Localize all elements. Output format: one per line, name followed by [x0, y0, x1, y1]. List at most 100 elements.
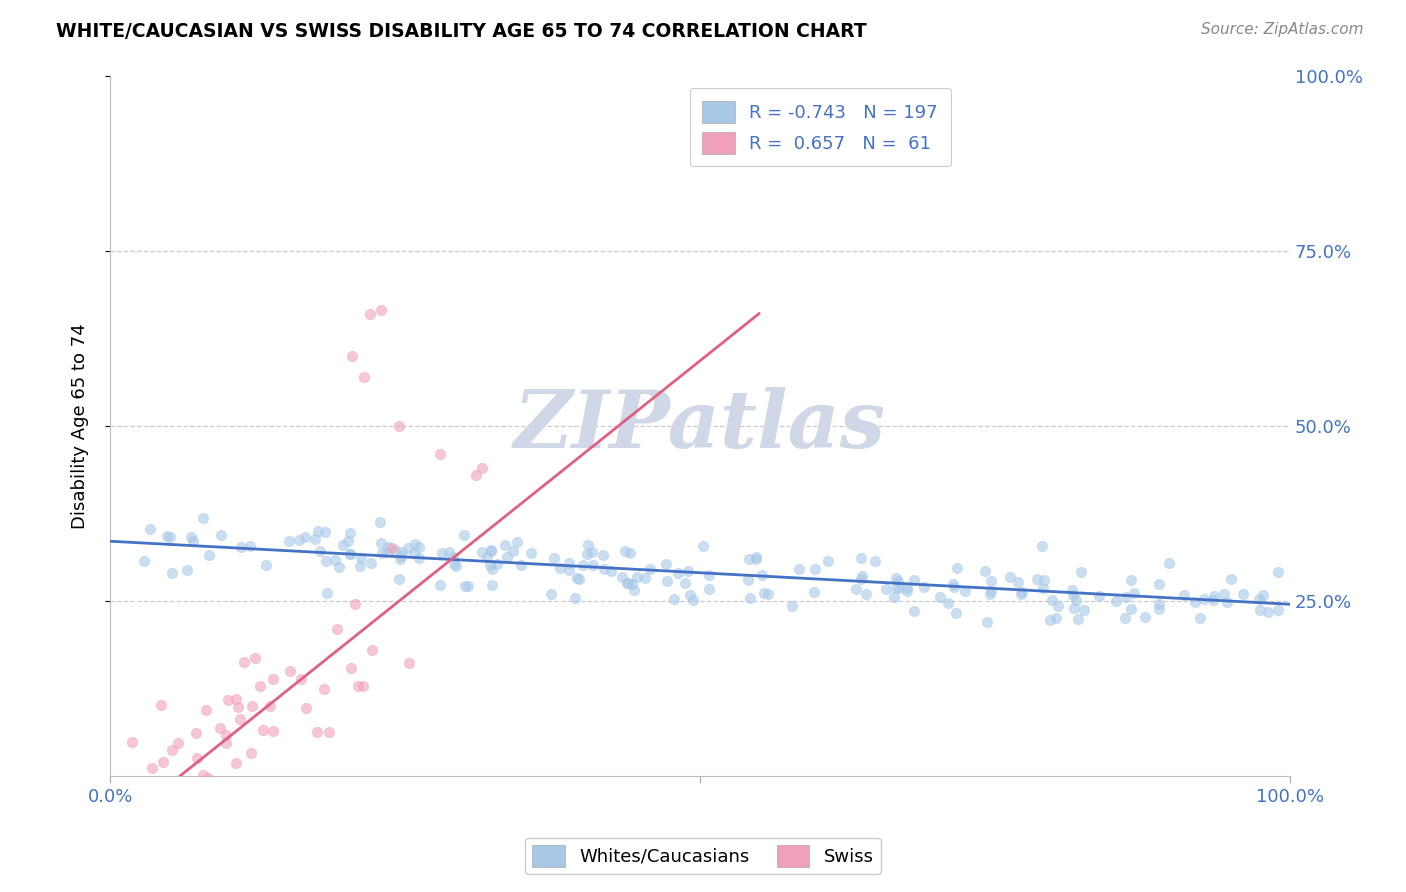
Point: [146, 804, 169, 818]
Point: [389, 549, 412, 563]
Point: [780, 599, 803, 614]
Point: [1202, 593, 1225, 607]
Point: [745, 549, 768, 564]
Point: [195, 702, 218, 716]
Point: [167, 793, 190, 807]
Point: [229, 540, 252, 554]
Point: [384, 543, 406, 558]
Point: [481, 562, 503, 576]
Point: [844, 582, 866, 596]
Point: [1025, 572, 1047, 586]
Point: [1067, 612, 1090, 626]
Point: [149, 698, 172, 713]
Point: [945, 606, 967, 620]
Point: [138, 797, 160, 811]
Text: WHITE/CAUCASIAN VS SWISS DISABILITY AGE 65 TO 74 CORRELATION CHART: WHITE/CAUCASIAN VS SWISS DISABILITY AGE …: [56, 22, 868, 41]
Point: [485, 557, 508, 571]
Point: [803, 585, 825, 599]
Point: [387, 572, 409, 586]
Point: [318, 724, 340, 739]
Point: [332, 538, 354, 552]
Point: [294, 530, 316, 544]
Point: [738, 591, 761, 605]
Point: [239, 746, 262, 760]
Point: [851, 569, 873, 583]
Point: [593, 562, 616, 576]
Point: [634, 571, 657, 585]
Point: [692, 539, 714, 553]
Point: [380, 541, 402, 555]
Point: [377, 540, 399, 554]
Point: [307, 724, 329, 739]
Point: [316, 586, 339, 600]
Point: [1189, 611, 1212, 625]
Point: [243, 651, 266, 665]
Point: [1031, 539, 1053, 553]
Point: [370, 536, 392, 550]
Point: [519, 546, 541, 560]
Point: [886, 571, 908, 585]
Point: [437, 545, 460, 559]
Point: [197, 771, 219, 785]
Point: [190, 790, 212, 805]
Point: [655, 574, 678, 589]
Point: [239, 539, 262, 553]
Point: [980, 574, 1002, 588]
Point: [875, 582, 897, 596]
Point: [1060, 583, 1083, 598]
Point: [314, 525, 336, 540]
Point: [738, 551, 761, 566]
Point: [304, 533, 326, 547]
Point: [946, 561, 969, 575]
Point: [226, 700, 249, 714]
Point: [1213, 587, 1236, 601]
Point: [336, 533, 359, 548]
Point: [139, 795, 162, 809]
Point: [160, 566, 183, 580]
Point: [326, 622, 349, 636]
Point: [1070, 565, 1092, 579]
Point: [928, 590, 950, 604]
Point: [849, 572, 872, 586]
Point: [979, 587, 1001, 601]
Point: [396, 541, 419, 555]
Point: [638, 562, 661, 576]
Point: [249, 679, 271, 693]
Point: [1119, 602, 1142, 616]
Point: [550, 560, 572, 574]
Point: [464, 467, 486, 482]
Point: [136, 804, 159, 818]
Point: [217, 692, 239, 706]
Point: [787, 561, 810, 575]
Legend: Whites/Caucasians, Swiss: Whites/Caucasians, Swiss: [526, 838, 880, 874]
Point: [662, 591, 685, 606]
Point: [368, 516, 391, 530]
Point: [398, 656, 420, 670]
Point: [679, 587, 702, 601]
Point: [1257, 605, 1279, 619]
Point: [453, 579, 475, 593]
Point: [295, 701, 318, 715]
Point: [453, 528, 475, 542]
Point: [1000, 570, 1022, 584]
Text: ZIPatlas: ZIPatlas: [515, 387, 886, 465]
Point: [1133, 610, 1156, 624]
Point: [953, 584, 976, 599]
Point: [344, 598, 367, 612]
Point: [673, 576, 696, 591]
Point: [340, 349, 363, 363]
Point: [141, 804, 163, 818]
Point: [1073, 602, 1095, 616]
Point: [540, 587, 562, 601]
Point: [758, 586, 780, 600]
Point: [481, 543, 503, 558]
Point: [855, 587, 877, 601]
Point: [262, 673, 284, 687]
Point: [1147, 577, 1170, 591]
Point: [186, 751, 208, 765]
Point: [404, 536, 426, 550]
Point: [232, 655, 254, 669]
Point: [1121, 573, 1143, 587]
Point: [1157, 557, 1180, 571]
Point: [256, 558, 278, 573]
